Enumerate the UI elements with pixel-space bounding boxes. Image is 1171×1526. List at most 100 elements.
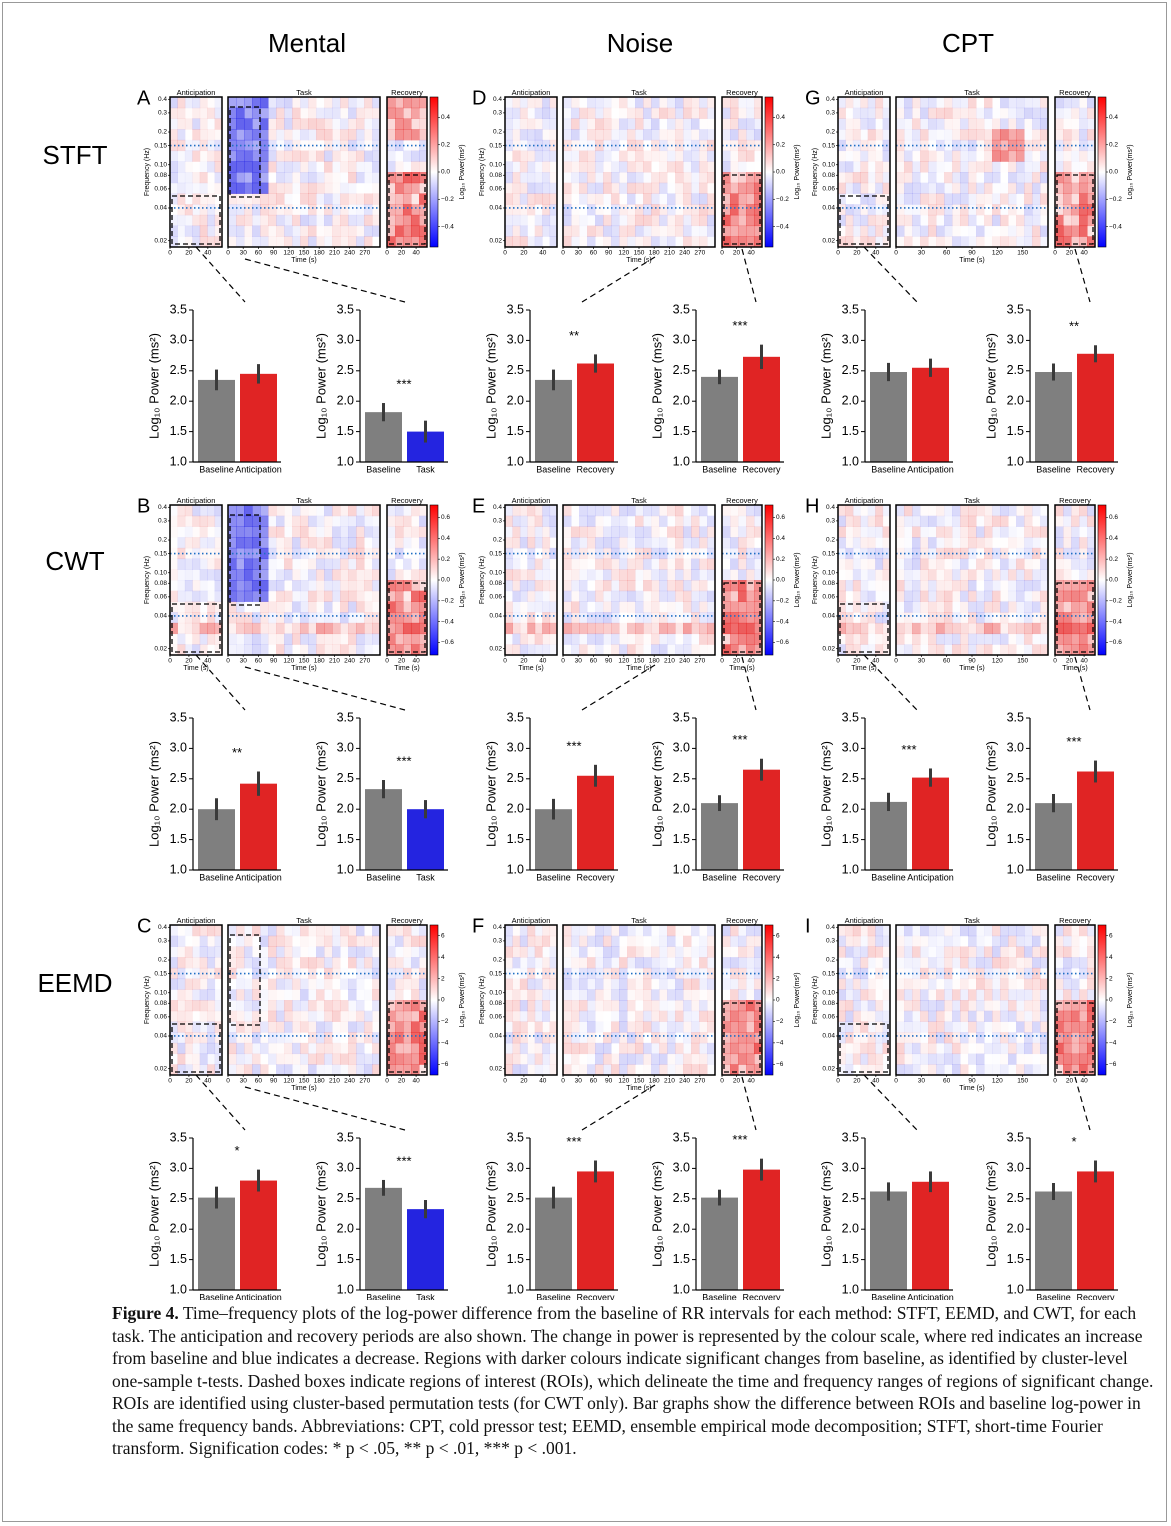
heatmap-texture — [603, 204, 612, 215]
heatmap-texture — [177, 559, 185, 570]
x-tick-label: 150 — [1017, 658, 1028, 665]
heatmap-texture — [952, 193, 961, 204]
y-tick-label: 3.5 — [842, 302, 859, 316]
heatmap-texture — [868, 1011, 876, 1022]
heatmap-texture — [868, 215, 876, 226]
heatmap-texture — [746, 989, 755, 1000]
heatmap-texture — [651, 1043, 660, 1054]
heatmap-texture — [1008, 505, 1017, 516]
heatmap-texture — [968, 526, 977, 537]
colorbar-tick-label: 0 — [776, 997, 780, 1004]
heatmap-texture — [595, 1032, 604, 1043]
heatmap-texture — [364, 236, 373, 247]
x-axis-label: Time (s) — [291, 665, 316, 672]
heatmap-texture — [968, 559, 977, 570]
heatmap-texture — [1040, 1032, 1049, 1043]
heatmap-texture — [170, 989, 178, 1000]
heatmap-texture — [659, 979, 668, 990]
y-tick-label: 3.5 — [673, 710, 690, 724]
heatmap-texture — [904, 601, 913, 612]
heatmap-texture — [1087, 569, 1096, 580]
heatmap-texture — [707, 204, 716, 215]
heatmap-texture — [952, 989, 961, 1000]
heatmap-texture — [284, 989, 293, 1000]
y-tick-label: 0.2 — [158, 957, 167, 964]
heatmap-texture — [944, 979, 953, 990]
heatmap-texture — [403, 559, 412, 570]
x-tick-label: 0 — [503, 1078, 507, 1085]
heatmap-texture — [419, 1021, 428, 1032]
heatmap-texture — [738, 516, 747, 527]
heatmap-texture — [512, 204, 520, 215]
heatmap-texture — [505, 1043, 513, 1054]
heatmap-texture — [960, 623, 969, 634]
heatmap-texture — [952, 151, 961, 162]
heatmap-texture — [520, 151, 528, 162]
heatmap-texture — [236, 537, 245, 548]
heatmap-texture — [992, 118, 1001, 129]
colorbar-tick-label: −0.6 — [1109, 639, 1122, 646]
heatmap-texture — [699, 505, 708, 516]
x-tick-label: 210 — [329, 658, 340, 665]
heatmap-texture — [627, 183, 636, 194]
heatmap-texture — [936, 989, 945, 1000]
heatmap-texture — [571, 580, 580, 591]
heatmap-texture — [505, 183, 513, 194]
significance: *** — [396, 1153, 411, 1168]
heatmap-texture — [395, 161, 404, 172]
heatmap-texture — [992, 236, 1001, 247]
heatmap-texture — [730, 979, 739, 990]
heatmap-texture — [308, 516, 317, 527]
heatmap-texture — [875, 591, 883, 602]
heatmap-texture — [364, 569, 373, 580]
heatmap-texture — [1024, 226, 1033, 237]
heatmap-texture — [659, 108, 668, 119]
heatmap-texture — [587, 591, 596, 602]
heatmap-texture — [348, 118, 357, 129]
heatmap-texture — [936, 979, 945, 990]
x-tick-label: 240 — [344, 250, 355, 257]
heatmap-texture — [244, 601, 253, 612]
heatmap-texture — [300, 226, 309, 237]
heatmap-texture — [1008, 108, 1017, 119]
heatmap-texture — [236, 1000, 245, 1011]
heatmap-texture — [520, 569, 528, 580]
heatmap-texture — [722, 1064, 731, 1075]
heatmap-texture — [619, 569, 628, 580]
x-tick-label: 60 — [590, 1078, 598, 1085]
heatmap-texture — [340, 946, 349, 957]
y-tick-label: 3.5 — [842, 710, 859, 724]
heatmap-texture — [535, 936, 543, 947]
heatmap-texture — [627, 161, 636, 172]
heatmap-texture — [200, 979, 208, 990]
heatmap-texture — [244, 1011, 253, 1022]
heatmap-texture — [364, 1000, 373, 1011]
heatmap-texture — [643, 1054, 652, 1065]
bar — [912, 368, 949, 462]
y-axis-label: Log₁₀ Power (ms²) — [313, 1161, 328, 1267]
heatmap-texture — [738, 108, 747, 119]
heatmap-texture — [348, 936, 357, 947]
heatmap-texture — [200, 537, 208, 548]
heatmap-texture — [595, 151, 604, 162]
heatmap-texture — [236, 1021, 245, 1032]
heatmap-texture — [1024, 215, 1033, 226]
heatmap-texture — [185, 193, 193, 204]
heatmap-texture — [1000, 505, 1009, 516]
heatmap-texture — [968, 97, 977, 108]
heatmap-texture — [944, 601, 953, 612]
heatmap-texture — [904, 1043, 913, 1054]
heatmap-texture — [928, 612, 937, 623]
heatmap-texture — [920, 526, 929, 537]
heatmap-texture — [952, 1000, 961, 1011]
heatmap-texture — [1055, 623, 1064, 634]
heatmap-texture — [691, 1000, 700, 1011]
heatmap-texture — [284, 236, 293, 247]
heatmap-texture — [207, 204, 215, 215]
heatmap-texture — [699, 161, 708, 172]
heatmap-texture — [571, 1011, 580, 1022]
heatmap-texture — [603, 644, 612, 655]
heatmap-texture — [505, 193, 513, 204]
heatmap-texture — [1016, 612, 1025, 623]
heatmap-texture — [1055, 936, 1064, 947]
